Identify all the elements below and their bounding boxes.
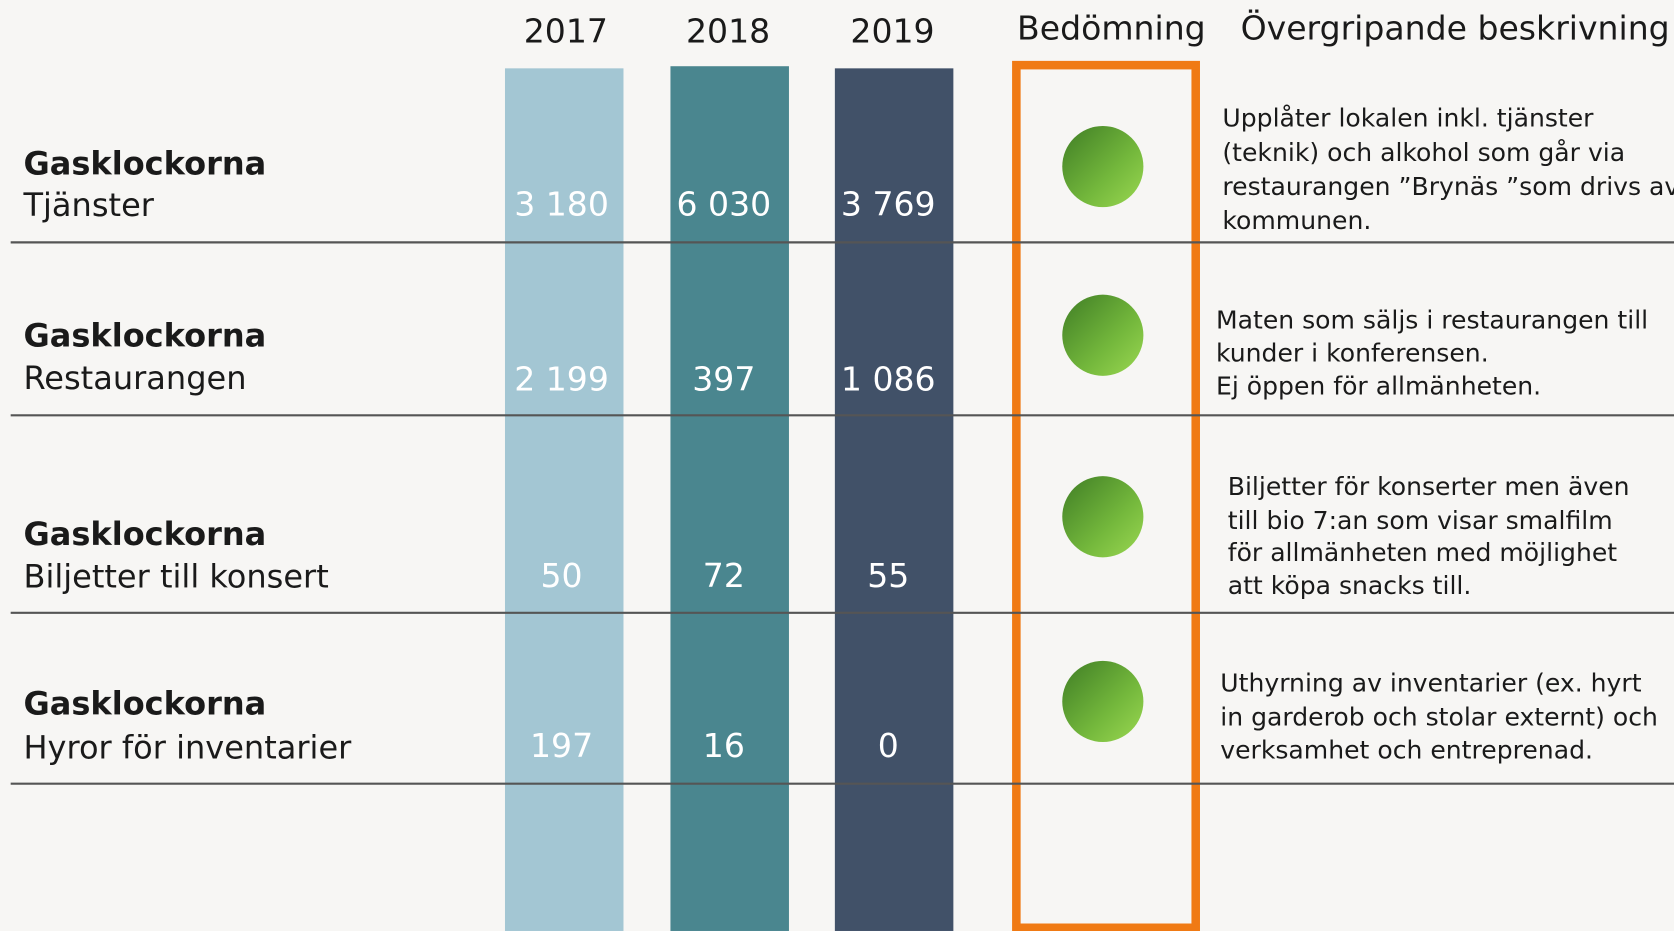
assessment-dot bbox=[1062, 126, 1144, 208]
assessment-dot bbox=[1062, 660, 1144, 743]
description-line: kommunen. bbox=[1222, 206, 1371, 235]
description-line: kunder i konferensen. bbox=[1216, 338, 1489, 367]
assessment-header: Bedömning bbox=[1017, 8, 1206, 47]
cell-value: 2 199 bbox=[514, 360, 609, 399]
cell-value: 72 bbox=[703, 556, 745, 595]
year-header: 2017 bbox=[524, 12, 608, 51]
row-subtitle: Tjänster bbox=[22, 186, 154, 224]
year-header: 2019 bbox=[850, 12, 934, 51]
description-line: Upplåter lokalen inkl. tjänster bbox=[1222, 104, 1594, 133]
cell-value: 197 bbox=[530, 726, 593, 765]
column-2017 bbox=[504, 68, 624, 931]
description-line: för allmänheten med möjlighet bbox=[1228, 538, 1618, 567]
cell-value: 0 bbox=[878, 726, 899, 765]
cell-value: 16 bbox=[703, 726, 745, 765]
row-subtitle: Restaurangen bbox=[23, 359, 246, 397]
row-name: Gasklockorna bbox=[23, 316, 266, 354]
description-line: att köpa snacks till. bbox=[1228, 571, 1472, 600]
row-name: Gasklockorna bbox=[23, 145, 266, 183]
cell-value: 6 030 bbox=[676, 185, 771, 224]
row-name: Gasklockorna bbox=[23, 685, 266, 723]
description-line: (teknik) och alkohol som går via bbox=[1222, 138, 1625, 167]
cell-value: 3 769 bbox=[841, 185, 936, 224]
description-line: Ej öppen för allmänheten. bbox=[1216, 372, 1541, 401]
cell-value: 397 bbox=[692, 360, 755, 399]
assessment-frame bbox=[1012, 60, 1200, 931]
row-subtitle: Biljetter till konsert bbox=[23, 558, 328, 596]
row-dividers bbox=[10, 241, 1674, 785]
year-header: 2018 bbox=[686, 12, 770, 51]
description-line: Maten som säljs i restaurangen till bbox=[1216, 305, 1648, 334]
description-header: Övergripande beskrivning bbox=[1241, 7, 1670, 47]
description-line: restaurangen ”Brynäs ”som drivs av bbox=[1222, 172, 1674, 201]
description-line: verksamhet och entreprenad. bbox=[1220, 736, 1593, 765]
row-name: Gasklockorna bbox=[23, 515, 266, 553]
assessment-dot bbox=[1062, 476, 1144, 558]
cell-value: 55 bbox=[867, 556, 909, 595]
column-2018 bbox=[670, 66, 789, 931]
description-line: in garderob och stolar externt) och bbox=[1220, 703, 1658, 732]
description-line: Uthyrning av inventarier (ex. hyrt bbox=[1220, 668, 1641, 697]
row-subtitle: Hyror för inventarier bbox=[23, 728, 352, 766]
column-2019 bbox=[834, 68, 954, 931]
cell-value: 3 180 bbox=[514, 185, 609, 224]
description-line: Biljetter för konserter men även bbox=[1228, 472, 1630, 501]
cell-value: 50 bbox=[541, 556, 583, 595]
assessment-dot bbox=[1062, 294, 1144, 376]
cell-value: 1 086 bbox=[841, 360, 936, 399]
description-line: till bio 7:an som visar smalfilm bbox=[1228, 506, 1613, 535]
